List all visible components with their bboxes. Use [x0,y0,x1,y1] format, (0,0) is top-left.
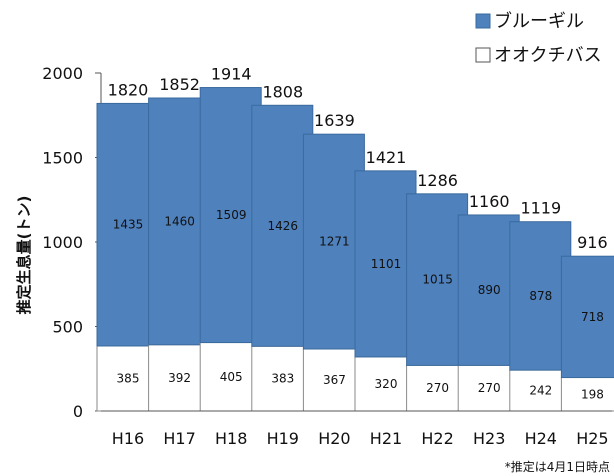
bar-label-bluegill: 1509 [216,208,247,222]
bar-label-bluegill: 1271 [319,235,350,249]
legend-label: オオクチバス [494,45,602,66]
y-axis-label: 推定生息量(トン) [15,196,33,315]
bar-total-label: 1820 [108,80,149,99]
bar-label-largemouth-bass: 198 [581,387,604,401]
x-tick-label: H22 [421,429,453,448]
x-tick-label: H18 [215,429,247,448]
bar-label-largemouth-bass: 392 [168,371,191,385]
bar-segment-bluegill [354,170,417,358]
bar-total-label: 916 [577,233,608,252]
x-tick-label: H20 [318,429,350,448]
bar-label-bluegill: 1460 [164,214,195,228]
bar-total-label: 1421 [366,148,407,167]
footnote: *推定は4月1日時点 [505,459,610,474]
legend-label: ブルーギル [494,10,584,32]
bar-label-bluegill: 890 [478,283,501,297]
bar-label-bluegill: 1101 [371,257,402,271]
bar-label-largemouth-bass: 270 [478,381,501,395]
bar-segment-bluegill [302,133,365,350]
x-axis: H16 H17 H18 H19 H20 H21 H22 H23 H24 H25 [101,410,612,448]
bar-total-label: 1639 [314,111,355,130]
bar-segment-bluegill [148,97,211,346]
bar-label-largemouth-bass: 242 [529,384,552,398]
bar-segment-bluegill [251,104,314,347]
y-tick-label: 2000 [42,64,83,83]
x-tick-label: H17 [163,429,195,448]
y-tick-label: 0 [73,402,83,421]
bar-segment-largemouth-bass [354,356,417,412]
bar-total-label: 1286 [417,171,458,190]
bar-segment-bluegill [509,221,572,371]
bar-label-largemouth-bass: 367 [323,373,346,387]
bar-segment-bluegill [560,255,614,379]
bar-label-bluegill: 878 [529,289,552,303]
bar-label-bluegill: 718 [581,310,604,324]
bar-label-largemouth-bass: 383 [271,372,294,386]
x-tick-label: H25 [576,429,608,448]
bar-segment-largemouth-bass [406,364,469,412]
bar-total-label: 1808 [262,82,303,101]
legend-swatch [475,47,491,63]
bar-segment-largemouth-bass [199,342,262,412]
legend-swatch [475,13,491,29]
y-axis: 0 500 1000 1500 2000 [42,64,102,421]
bar-segment-bluegill [199,87,262,344]
bar-label-bluegill: 1015 [422,273,453,287]
bar-label-bluegill: 1435 [113,218,144,232]
x-tick-label: H21 [370,429,402,448]
x-tick-label: H19 [267,429,299,448]
bar-segment-largemouth-bass [509,369,572,412]
bar-label-largemouth-bass: 320 [375,377,398,391]
bar-label-largemouth-bass: 405 [220,370,243,384]
y-tick-label: 500 [52,318,83,337]
bar-label-largemouth-bass: 385 [117,371,140,385]
bar-total-label: 1160 [469,192,510,211]
x-tick-label: H23 [473,429,505,448]
bar-label-largemouth-bass: 270 [426,381,449,395]
y-tick-label: 1000 [42,233,83,252]
bars: 385 1435 1820 392 1460 1852 405 1509 1914 383 1426… [96,65,614,412]
bar-total-label: 1914 [211,65,252,84]
bar-segment-bluegill [406,193,469,366]
bar-segment-largemouth-bass [251,345,314,412]
x-tick-label: H24 [525,429,557,448]
y-tick-label: 1500 [42,149,83,168]
bar-total-label: 1852 [159,75,200,94]
bar-total-label: 1119 [520,199,561,218]
bar-label-bluegill: 1426 [268,219,299,233]
x-tick-label: H16 [112,429,144,448]
